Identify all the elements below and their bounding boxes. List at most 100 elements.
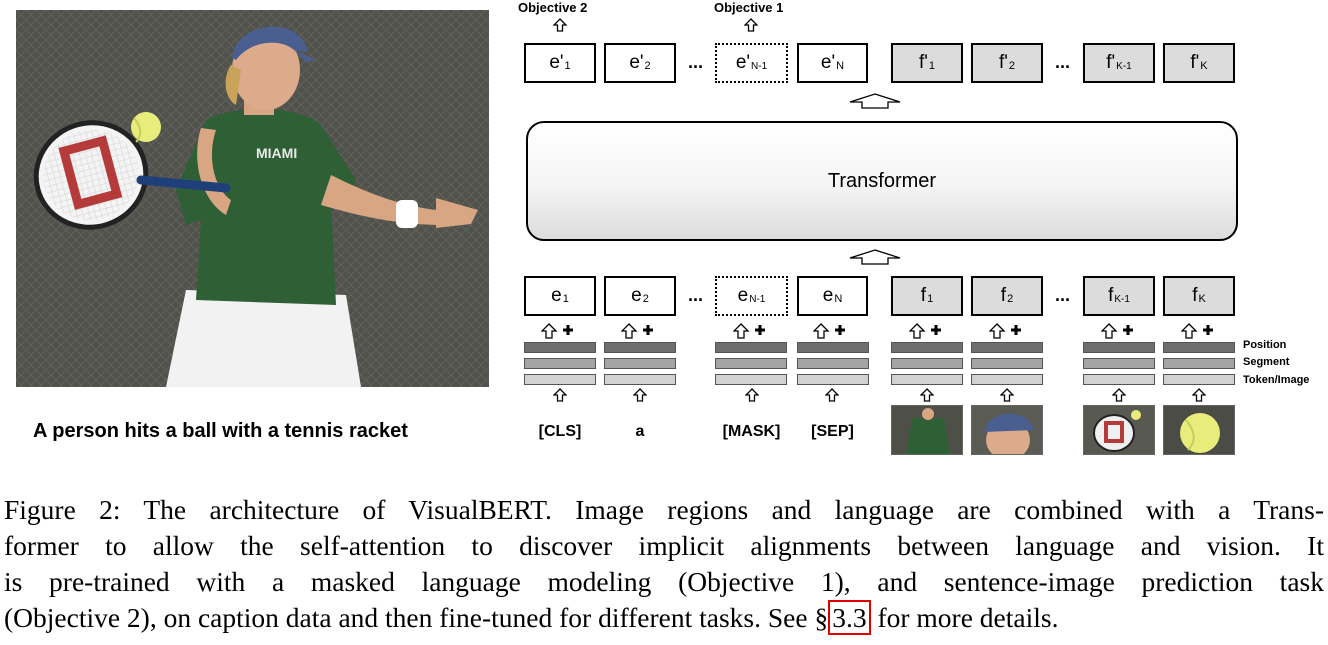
embedding-sum-arrow-icon [909, 323, 941, 339]
token-base: f' [1106, 52, 1116, 73]
token-sub: 2 [1007, 293, 1014, 305]
input-up-arrow-icon [825, 388, 839, 402]
token-embedding [524, 374, 596, 385]
token-embedding [604, 374, 676, 385]
input-up-arrow-icon [1112, 388, 1126, 402]
image-region-thumbnail [891, 405, 963, 455]
input-up-arrow-icon [1192, 388, 1206, 402]
token-image-label: Token/Image [1243, 374, 1310, 386]
objective-2-label: Objective 2 [518, 0, 588, 15]
token-sub: N-1 [751, 60, 768, 72]
input-text-token-masked: e N-1 [715, 276, 788, 316]
image-embedding [1163, 374, 1235, 385]
embedding-sum-arrow-icon [541, 323, 573, 339]
segment-embedding [1083, 358, 1155, 369]
caption-line: is pre-trained with a masked language mo… [4, 566, 1324, 597]
output-image-token: f' K-1 [1083, 43, 1155, 83]
token-sub: K-1 [1116, 60, 1132, 72]
position-embedding [604, 342, 676, 353]
caption-text: (Objective 2), on caption data and then … [4, 602, 829, 633]
token-embedding [797, 374, 869, 385]
ellipsis: ... [688, 52, 704, 72]
output-text-token-masked: e' N-1 [715, 43, 788, 83]
position-embedding [524, 342, 596, 353]
token-base: e [822, 285, 834, 306]
token-sub: 2 [644, 60, 651, 72]
output-text-token: e' 2 [604, 43, 676, 83]
caption-line: (Objective 2), on caption data and then … [4, 600, 1324, 636]
token-base: f [920, 285, 927, 306]
word-token: [MASK] [722, 423, 781, 440]
input-up-arrow-icon [745, 388, 759, 402]
token-base: f [1108, 285, 1114, 306]
position-label: Position [1243, 339, 1287, 351]
input-image-token: f K-1 [1083, 276, 1155, 316]
token-base: e [737, 285, 749, 306]
segment-embedding [891, 358, 963, 369]
token-sub: N-1 [749, 293, 766, 305]
position-embedding [797, 342, 869, 353]
position-embedding [715, 342, 787, 353]
transformer-input-arrow-icon [849, 249, 901, 265]
segment-label: Segment [1243, 356, 1290, 368]
token-sub: N [834, 293, 843, 305]
caption-line: Figure 2: The architecture of VisualBERT… [4, 494, 1324, 525]
embedding-sum-arrow-icon [989, 323, 1021, 339]
figure-caption: Figure 2: The architecture of VisualBERT… [4, 492, 1324, 636]
objective-1-up-arrow-icon [744, 18, 758, 32]
input-up-arrow-icon [1000, 388, 1014, 402]
token-sub: K-1 [1114, 293, 1130, 305]
token-base: f' [998, 52, 1008, 73]
objective-1-label: Objective 1 [714, 0, 784, 15]
token-base: e [551, 285, 562, 306]
token-sub: 1 [928, 60, 936, 72]
image-region-thumbnail [1163, 405, 1235, 455]
token-base: e' [735, 52, 751, 73]
position-embedding [891, 342, 963, 353]
segment-embedding [971, 358, 1043, 369]
output-text-token: e' 1 [524, 43, 596, 83]
token-sub: 1 [562, 293, 569, 305]
token-sub: 2 [1008, 60, 1016, 72]
caption-text: for more details. [870, 602, 1059, 633]
output-image-token: f' 1 [891, 43, 963, 83]
word-token: [SEP] [811, 423, 854, 440]
token-sub: N [836, 60, 845, 72]
photo-caption: A person hits a ball with a tennis racke… [33, 420, 408, 442]
transformer-output-arrow-icon [849, 93, 901, 109]
image-embedding [891, 374, 963, 385]
segment-embedding [604, 358, 676, 369]
token-sub: 1 [927, 293, 934, 305]
word-token: [CLS] [538, 423, 582, 440]
transformer-label: Transformer [827, 169, 937, 192]
word-token: a [635, 423, 645, 440]
position-embedding [971, 342, 1043, 353]
shirt-logo: MIAMI [256, 145, 297, 161]
ellipsis: ... [1055, 52, 1071, 72]
image-embedding [971, 374, 1043, 385]
objective-2-up-arrow-icon [553, 18, 567, 32]
segment-embedding [715, 358, 787, 369]
input-up-arrow-icon [920, 388, 934, 402]
token-base: f [1000, 285, 1007, 306]
token-base: e' [629, 52, 644, 73]
token-sub: K [1198, 293, 1206, 305]
section-reference-link[interactable]: 3.3 [828, 600, 871, 635]
position-embedding [1083, 342, 1155, 353]
embedding-sum-arrow-icon [1181, 323, 1213, 339]
embedding-sum-arrow-icon [733, 323, 765, 339]
token-base: e [631, 285, 642, 306]
image-region-thumbnail [1083, 405, 1155, 455]
ellipsis: ... [1055, 285, 1071, 305]
position-embedding [1163, 342, 1235, 353]
token-sub: K [1200, 60, 1208, 72]
ellipsis: ... [688, 285, 704, 305]
segment-embedding [524, 358, 596, 369]
transformer-block: Transformer [526, 121, 1238, 241]
image-region-thumbnail [971, 405, 1043, 455]
segment-embedding [1163, 358, 1235, 369]
